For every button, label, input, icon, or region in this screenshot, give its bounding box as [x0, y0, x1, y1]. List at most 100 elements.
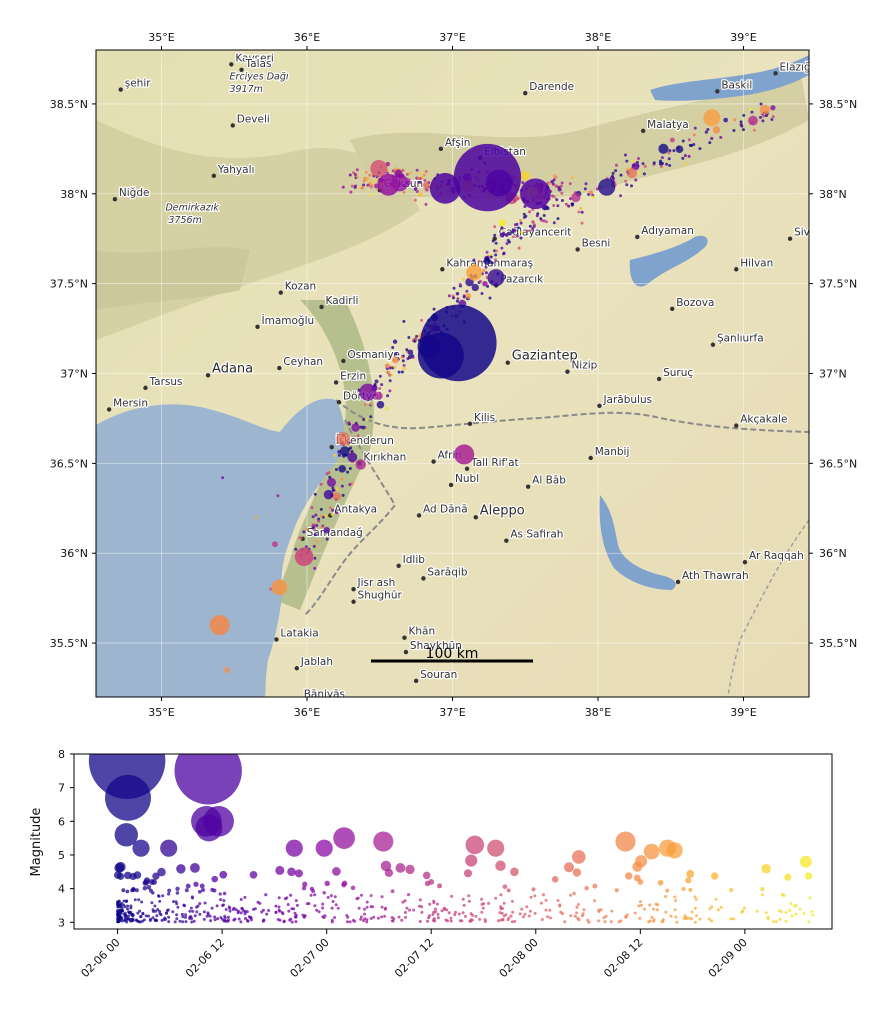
chart-point — [497, 919, 500, 923]
earthquake-marker — [334, 468, 338, 472]
chart-point — [125, 899, 129, 903]
earthquake-marker — [221, 476, 225, 480]
chart-point — [502, 884, 508, 890]
map-earthquakes — [209, 102, 776, 673]
chart-point — [531, 887, 536, 892]
earthquake-marker — [614, 169, 618, 173]
place-label: Bāniyās — [304, 689, 345, 701]
chart-point — [193, 914, 197, 918]
earthquake-marker — [363, 402, 367, 406]
earthquake-marker — [350, 449, 354, 453]
chart-point — [153, 918, 157, 922]
chart-point — [136, 911, 140, 915]
chart-point — [287, 867, 296, 877]
chart-point — [222, 899, 226, 903]
chart-point — [359, 893, 364, 897]
chart-point — [695, 914, 698, 918]
chart-point — [243, 912, 247, 916]
place-label: Latakia — [280, 627, 318, 639]
y-tick-label: 6 — [58, 815, 65, 828]
earthquake-marker — [415, 189, 419, 193]
earthquake-marker — [482, 269, 486, 273]
chart-point — [126, 907, 129, 911]
place-label: Afşin — [445, 137, 471, 149]
chart-point — [599, 908, 603, 912]
earthquake-marker — [338, 465, 346, 473]
earthquake-marker — [340, 477, 344, 481]
place-dot — [440, 267, 445, 272]
earthquake-marker — [551, 182, 555, 186]
earthquake-marker — [415, 168, 419, 172]
chart-point — [181, 920, 185, 924]
earthquake-marker — [313, 566, 317, 570]
chart-point — [546, 915, 550, 919]
place-dot — [635, 234, 640, 240]
chart-point — [219, 916, 223, 919]
chart-point — [449, 916, 453, 920]
place-label: Suruç — [663, 367, 693, 379]
chart-point — [202, 917, 206, 921]
earthquake-marker — [377, 173, 400, 196]
earthquake-marker — [391, 169, 395, 173]
chart-point — [359, 915, 363, 919]
chart-point — [210, 887, 215, 892]
chart-point — [152, 872, 160, 880]
earthquake-marker — [652, 161, 656, 165]
earthquake-marker — [315, 524, 319, 528]
place-label: Shughūr — [358, 590, 403, 602]
chart-point — [693, 906, 697, 910]
earthquake-marker — [631, 162, 640, 171]
chart-point — [789, 902, 793, 906]
place-dot — [143, 385, 148, 391]
earthquake-marker — [400, 355, 404, 359]
chart-point — [716, 908, 720, 912]
earthquake-marker — [675, 145, 684, 153]
earthquake-marker — [552, 221, 556, 225]
earthquake-marker — [376, 400, 385, 409]
chart-point — [610, 909, 614, 913]
earthquake-marker — [494, 253, 498, 257]
chart-point — [330, 906, 334, 910]
chart-point — [286, 903, 290, 906]
chart-point — [469, 912, 473, 916]
chart-point — [507, 916, 511, 920]
chart-point — [126, 904, 130, 908]
place-label: Kadirli — [326, 295, 359, 307]
chart-point — [395, 863, 406, 873]
chart-point — [483, 918, 487, 922]
chart-point — [148, 888, 153, 893]
chart-point — [129, 904, 133, 908]
earthquake-marker — [519, 221, 523, 225]
chart-point — [121, 888, 126, 893]
chart-point — [380, 895, 384, 899]
chart-point — [390, 919, 394, 923]
earthquake-marker — [299, 536, 303, 540]
chart-point — [166, 892, 171, 896]
earthquake-marker — [480, 291, 484, 295]
magnitude-time-chart: 3 4 5 6 7 8 02-06 00 02-06 12 02-07 00 02-07 12 02… — [29, 748, 833, 980]
chart-point — [397, 915, 401, 919]
chart-point — [309, 886, 315, 892]
place-label: Malatya — [647, 119, 689, 131]
earthquake-marker — [506, 238, 510, 242]
earthquake-marker — [584, 182, 588, 186]
earthquake-marker — [394, 352, 398, 356]
chart-point — [376, 916, 380, 920]
chart-point — [690, 910, 694, 914]
chart-point — [685, 877, 692, 884]
chart-point — [161, 894, 165, 898]
chart-point — [432, 899, 436, 903]
chart-point — [184, 913, 188, 917]
chart-point — [167, 915, 171, 919]
place-dot — [413, 678, 419, 684]
earthquake-marker — [334, 511, 338, 515]
chart-point — [137, 898, 141, 902]
ataturk-lake — [629, 235, 708, 287]
chart-point — [323, 914, 327, 918]
chart-point — [213, 918, 217, 922]
chart-point — [188, 909, 192, 913]
earthquake-marker — [407, 336, 411, 340]
chart-point — [144, 914, 148, 918]
chart-point — [523, 912, 527, 916]
earthquake-marker — [365, 417, 369, 421]
